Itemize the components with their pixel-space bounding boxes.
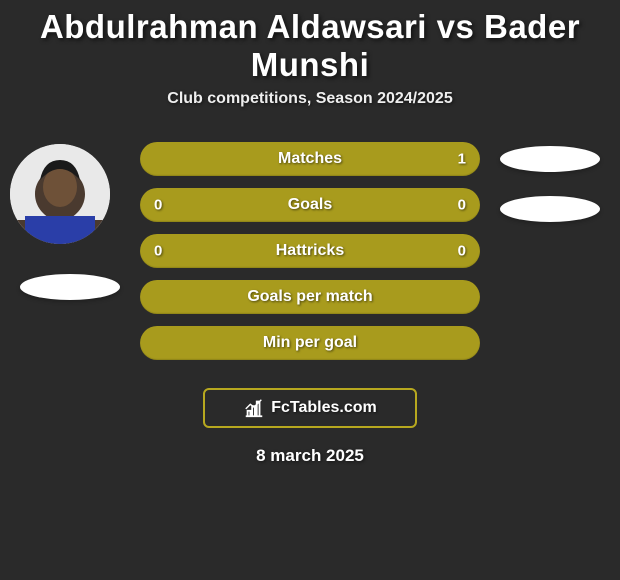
date-label: 8 march 2025 <box>0 446 620 466</box>
stat-right-value: 1 <box>458 151 466 168</box>
branding-text: FcTables.com <box>271 399 377 417</box>
stat-left-value: 0 <box>154 243 162 260</box>
player-left-oval-1 <box>20 274 120 300</box>
avatar-photo-icon <box>10 144 110 244</box>
subtitle: Club competitions, Season 2024/2025 <box>0 90 620 108</box>
stat-row-matches: Matches 1 <box>140 142 480 176</box>
stat-row-gpm: Goals per match <box>140 280 480 314</box>
stat-row-goals: 0 Goals 0 <box>140 188 480 222</box>
stat-row-mpg: Min per goal <box>140 326 480 360</box>
stat-label: Goals <box>288 196 332 214</box>
page-title: Abdulrahman Aldawsari vs Bader Munshi <box>0 8 620 84</box>
player-right-oval-1 <box>500 146 600 172</box>
stat-row-hattricks: 0 Hattricks 0 <box>140 234 480 268</box>
stat-right-value: 0 <box>458 243 466 260</box>
stat-right-value: 0 <box>458 197 466 214</box>
bar-chart-icon <box>243 397 265 419</box>
stat-label: Min per goal <box>263 334 357 352</box>
stat-label: Hattricks <box>276 242 344 260</box>
branding-badge[interactable]: FcTables.com <box>203 388 417 428</box>
player-left-avatar <box>10 144 110 244</box>
stat-left-value: 0 <box>154 197 162 214</box>
player-right-oval-2 <box>500 196 600 222</box>
comparison-area: Matches 1 0 Goals 0 0 Hattricks 0 Goals … <box>0 136 620 376</box>
stat-label: Goals per match <box>247 288 372 306</box>
stat-label: Matches <box>278 150 342 168</box>
